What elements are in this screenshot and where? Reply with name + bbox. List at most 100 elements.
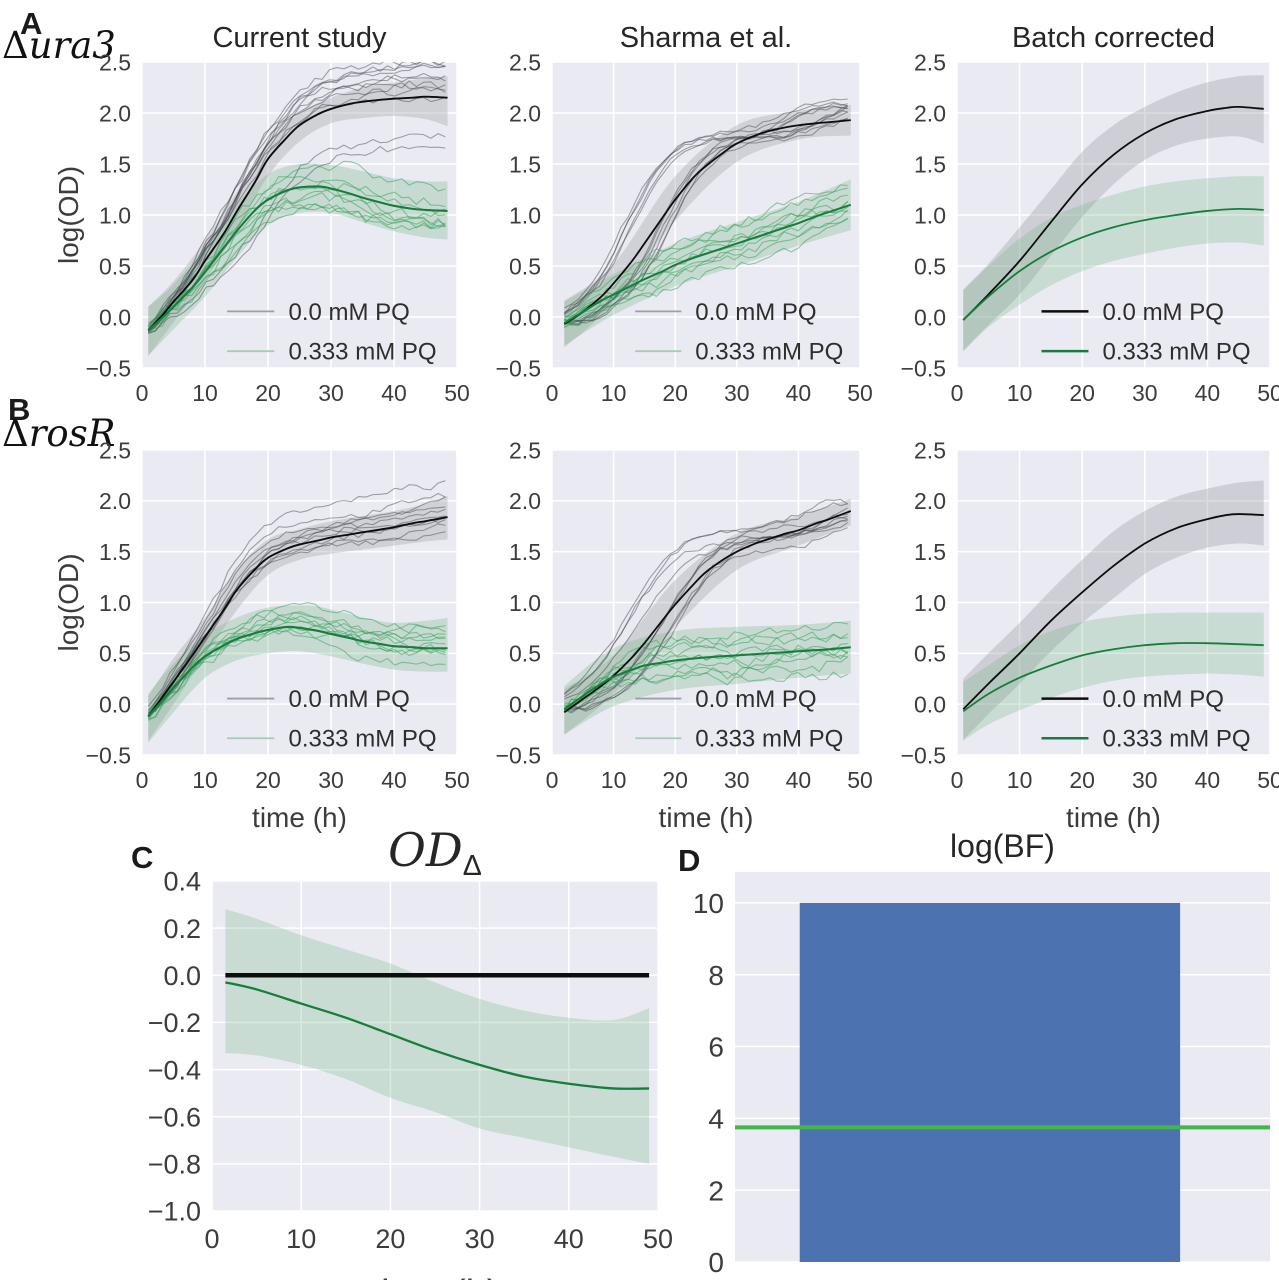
svg-text:40: 40: [1195, 767, 1221, 793]
replicate-line: [148, 133, 446, 335]
svg-text:10: 10: [601, 767, 627, 793]
svg-text:0.5: 0.5: [914, 641, 946, 667]
legend-label: 0.333 mM PQ: [695, 726, 843, 753]
svg-text:20: 20: [1069, 380, 1095, 406]
chart-title: log(BF): [950, 828, 1055, 864]
svg-text:−0.5: −0.5: [86, 355, 131, 381]
svg-text:10: 10: [601, 380, 627, 406]
replicate-line: [147, 62, 446, 331]
tick-labels: 0.4 0.2 0.0 −0.2 −0.4 −0.6 −0.8 −1.00 10 20 30 40 50: [148, 867, 673, 1254]
replicate-line: [147, 518, 446, 714]
svg-text:0.5: 0.5: [509, 253, 541, 279]
tick-labels: 2.5 2.0 1.5 1.0 0.5 0.0 −0.50 10 20 30 40 50: [901, 437, 1279, 793]
svg-text:30: 30: [318, 380, 344, 406]
legend-label: 0.0 mM PQ: [1103, 299, 1224, 326]
svg-text:1.5: 1.5: [509, 151, 541, 177]
svg-text:0.5: 0.5: [99, 641, 131, 667]
replicate-line: [147, 75, 446, 325]
svg-text:1.5: 1.5: [914, 539, 946, 565]
tick-labels: 2.5 2.0 1.5 1.0 0.5 0.0 −0.50 10 20 30 40 50: [496, 49, 873, 406]
svg-text:30: 30: [724, 380, 750, 406]
replicate-line: [147, 506, 446, 716]
replicate-line: [563, 498, 848, 694]
replicate-line: [148, 64, 446, 332]
gene-name: ura3: [28, 24, 116, 67]
legend-label: 0.0 mM PQ: [695, 686, 816, 713]
mean-line: [563, 646, 851, 711]
chart-ura3-batch-corrected: 2.5 2.0 1.5 1.0 0.5 0.0 −0.5 0 10 20 30 40 50 Batch c…: [885, 14, 1279, 412]
svg-text:10: 10: [286, 1224, 316, 1254]
confidence-band: [148, 76, 448, 356]
replicate-line: [563, 516, 848, 695]
svg-text:30: 30: [1132, 380, 1158, 406]
gridlines: [956, 449, 1271, 756]
svg-text:8: 8: [708, 960, 724, 991]
mean-line: [962, 642, 1264, 713]
svg-text:2.5: 2.5: [509, 49, 541, 75]
replicate-line: [564, 522, 848, 712]
svg-text:10: 10: [693, 888, 724, 919]
svg-text:−0.2: −0.2: [148, 1008, 201, 1038]
replicate-line: [147, 620, 446, 720]
replicate-line: [564, 106, 848, 309]
replicate-line: [147, 531, 446, 716]
svg-text:0.0: 0.0: [509, 304, 541, 330]
replicate-line: [564, 520, 848, 714]
confidence-band: [963, 75, 1264, 351]
replicate-line: [564, 217, 848, 326]
bar: [799, 902, 1181, 1262]
replicate-line: [563, 184, 848, 329]
replicate-line: [147, 86, 446, 332]
replicate-line: [564, 200, 849, 321]
svg-text:2.5: 2.5: [99, 49, 131, 75]
svg-text:0: 0: [546, 767, 559, 793]
chart-ura3-current-study: 2.5 2.0 1.5 1.0 0.5 0.0 −0.5 0 10 20 30 40 50 Current…: [53, 14, 471, 412]
plot-data: [225, 909, 650, 1164]
legend: 0.0 mM PQ 0.333 mM PQ: [227, 686, 437, 753]
svg-text:30: 30: [724, 767, 750, 793]
mean-line: [962, 513, 1264, 710]
plot-data: [735, 902, 1270, 1262]
chart-svg: 2.5 2.0 1.5 1.0 0.5 0.0 −0.50 10 20 30 40 50 time (h…: [901, 437, 1279, 833]
svg-text:0: 0: [546, 380, 559, 406]
x-axis-label: time (h): [1066, 802, 1161, 833]
replicate-line: [563, 98, 848, 315]
chart-rosr-batch-corrected: 2.5 2.0 1.5 1.0 0.5 0.0 −0.5 0 10 20 30 40 50 time (h…: [885, 402, 1279, 837]
svg-text:30: 30: [465, 1224, 495, 1254]
svg-text:0: 0: [951, 767, 964, 793]
replicate-line: [564, 671, 848, 708]
confidence-band: [963, 480, 1264, 740]
svg-text:40: 40: [554, 1224, 584, 1254]
legend: 0.0 mM PQ 0.333 mM PQ: [1041, 299, 1251, 366]
x-axis-label: time (h): [252, 802, 347, 833]
tick-labels: 2.5 2.0 1.5 1.0 0.5 0.0 −0.50 10 20 30 40 50: [901, 49, 1279, 406]
replicate-line: [564, 117, 848, 325]
replicate-line: [564, 507, 848, 710]
delta-symbol: Δ: [2, 24, 29, 67]
svg-text:1.0: 1.0: [509, 590, 541, 616]
svg-text:2.5: 2.5: [99, 437, 131, 463]
svg-text:50: 50: [1257, 380, 1279, 406]
svg-text:50: 50: [444, 380, 470, 406]
svg-text:1.5: 1.5: [914, 151, 946, 177]
svg-text:2.0: 2.0: [509, 488, 541, 514]
svg-text:50: 50: [847, 767, 873, 793]
svg-text:50: 50: [643, 1224, 673, 1254]
plot-data: [563, 98, 852, 348]
replicate-line: [564, 513, 848, 700]
svg-text:2.0: 2.0: [99, 488, 131, 514]
svg-text:0.0: 0.0: [509, 691, 541, 717]
replicate-line: [147, 515, 446, 718]
svg-text:−0.4: −0.4: [148, 1055, 201, 1085]
confidence-band: [225, 909, 650, 1164]
legend-label: 0.333 mM PQ: [288, 726, 436, 753]
svg-text:1.5: 1.5: [509, 539, 541, 565]
y-axis-label: log(OD): [54, 553, 84, 651]
chart-rosr-current-study: 2.5 2.0 1.5 1.0 0.5 0.0 −0.5 0 10 20 30 40 50 log(OD)…: [53, 402, 471, 837]
mean-line: [962, 105, 1264, 321]
svg-text:10: 10: [1007, 380, 1033, 406]
svg-text:0.5: 0.5: [509, 641, 541, 667]
tick-labels: 2.5 2.0 1.5 1.0 0.5 0.0 −0.50 10 20 30 40 50: [86, 49, 470, 406]
gene-name: rosR: [28, 412, 116, 455]
replicate-line: [147, 609, 446, 717]
